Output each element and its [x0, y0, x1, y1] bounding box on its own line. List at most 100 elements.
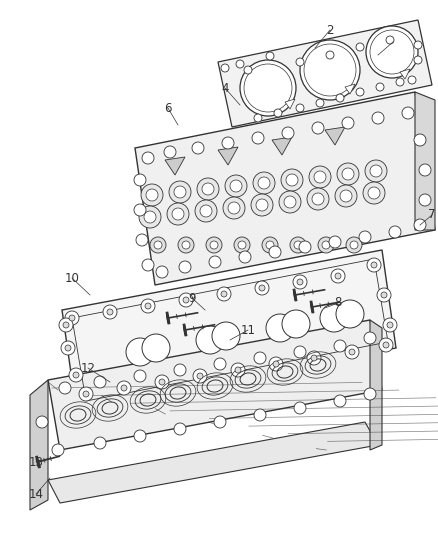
Circle shape [322, 241, 330, 249]
Circle shape [136, 234, 148, 246]
Polygon shape [325, 127, 345, 145]
Circle shape [206, 237, 222, 253]
Circle shape [307, 188, 329, 210]
Text: 9: 9 [188, 292, 196, 304]
Circle shape [377, 288, 391, 302]
Circle shape [192, 142, 204, 154]
Circle shape [36, 416, 48, 428]
Circle shape [167, 203, 189, 225]
Circle shape [59, 318, 73, 332]
Circle shape [342, 168, 354, 180]
Circle shape [222, 137, 234, 149]
Circle shape [279, 191, 301, 213]
Circle shape [266, 314, 294, 342]
Circle shape [383, 342, 389, 348]
Circle shape [107, 309, 113, 315]
Circle shape [230, 180, 242, 192]
Circle shape [366, 26, 418, 78]
Text: 13: 13 [28, 456, 43, 469]
Circle shape [336, 94, 344, 102]
Circle shape [65, 345, 71, 351]
Circle shape [299, 241, 311, 253]
Polygon shape [218, 20, 432, 127]
Circle shape [239, 251, 251, 263]
Circle shape [266, 52, 274, 60]
Circle shape [335, 273, 341, 279]
Circle shape [79, 387, 93, 401]
Circle shape [329, 236, 341, 248]
Circle shape [212, 322, 240, 350]
Polygon shape [370, 320, 382, 450]
Circle shape [389, 226, 401, 238]
Text: 8: 8 [334, 296, 342, 310]
Circle shape [331, 269, 345, 283]
Polygon shape [218, 147, 238, 165]
Circle shape [293, 275, 307, 289]
Circle shape [370, 165, 382, 177]
Polygon shape [165, 157, 185, 175]
Circle shape [342, 117, 354, 129]
Circle shape [225, 175, 247, 197]
Circle shape [117, 381, 131, 395]
Polygon shape [135, 92, 435, 285]
Circle shape [156, 266, 168, 278]
Circle shape [103, 305, 117, 319]
Circle shape [134, 174, 146, 186]
Circle shape [383, 318, 397, 332]
Circle shape [320, 304, 348, 332]
Polygon shape [400, 69, 410, 79]
Circle shape [236, 60, 244, 68]
Polygon shape [30, 380, 48, 510]
Circle shape [402, 107, 414, 119]
Circle shape [254, 409, 266, 421]
Text: 10: 10 [64, 271, 79, 285]
Circle shape [238, 241, 246, 249]
Polygon shape [48, 422, 378, 503]
Circle shape [228, 202, 240, 214]
Circle shape [221, 64, 229, 72]
Circle shape [197, 373, 203, 379]
Circle shape [334, 395, 346, 407]
Circle shape [364, 388, 376, 400]
Circle shape [350, 241, 358, 249]
Circle shape [197, 178, 219, 200]
Circle shape [414, 56, 422, 64]
Circle shape [61, 341, 75, 355]
Circle shape [356, 88, 364, 96]
Circle shape [202, 183, 214, 195]
Circle shape [294, 241, 302, 249]
Polygon shape [62, 250, 396, 408]
Circle shape [69, 368, 83, 382]
Circle shape [214, 358, 226, 370]
Circle shape [381, 292, 387, 298]
Circle shape [142, 259, 154, 271]
Circle shape [414, 41, 422, 49]
Circle shape [371, 262, 377, 268]
Circle shape [235, 367, 241, 373]
Circle shape [252, 132, 264, 144]
Circle shape [282, 310, 310, 338]
Circle shape [345, 345, 359, 359]
Circle shape [254, 114, 262, 122]
Circle shape [356, 43, 364, 51]
Polygon shape [48, 320, 382, 450]
Circle shape [386, 36, 394, 44]
Circle shape [368, 187, 380, 199]
Circle shape [210, 241, 218, 249]
Circle shape [83, 391, 89, 397]
Circle shape [255, 281, 269, 295]
Circle shape [209, 256, 221, 268]
Circle shape [307, 351, 321, 365]
Circle shape [316, 99, 324, 107]
Circle shape [365, 160, 387, 182]
Circle shape [69, 315, 75, 321]
Circle shape [154, 241, 162, 249]
Circle shape [253, 172, 275, 194]
Circle shape [297, 279, 303, 285]
Circle shape [155, 375, 169, 389]
Circle shape [259, 285, 265, 291]
Circle shape [269, 357, 283, 371]
Text: 3: 3 [389, 36, 397, 49]
Circle shape [217, 287, 231, 301]
Circle shape [281, 169, 303, 191]
